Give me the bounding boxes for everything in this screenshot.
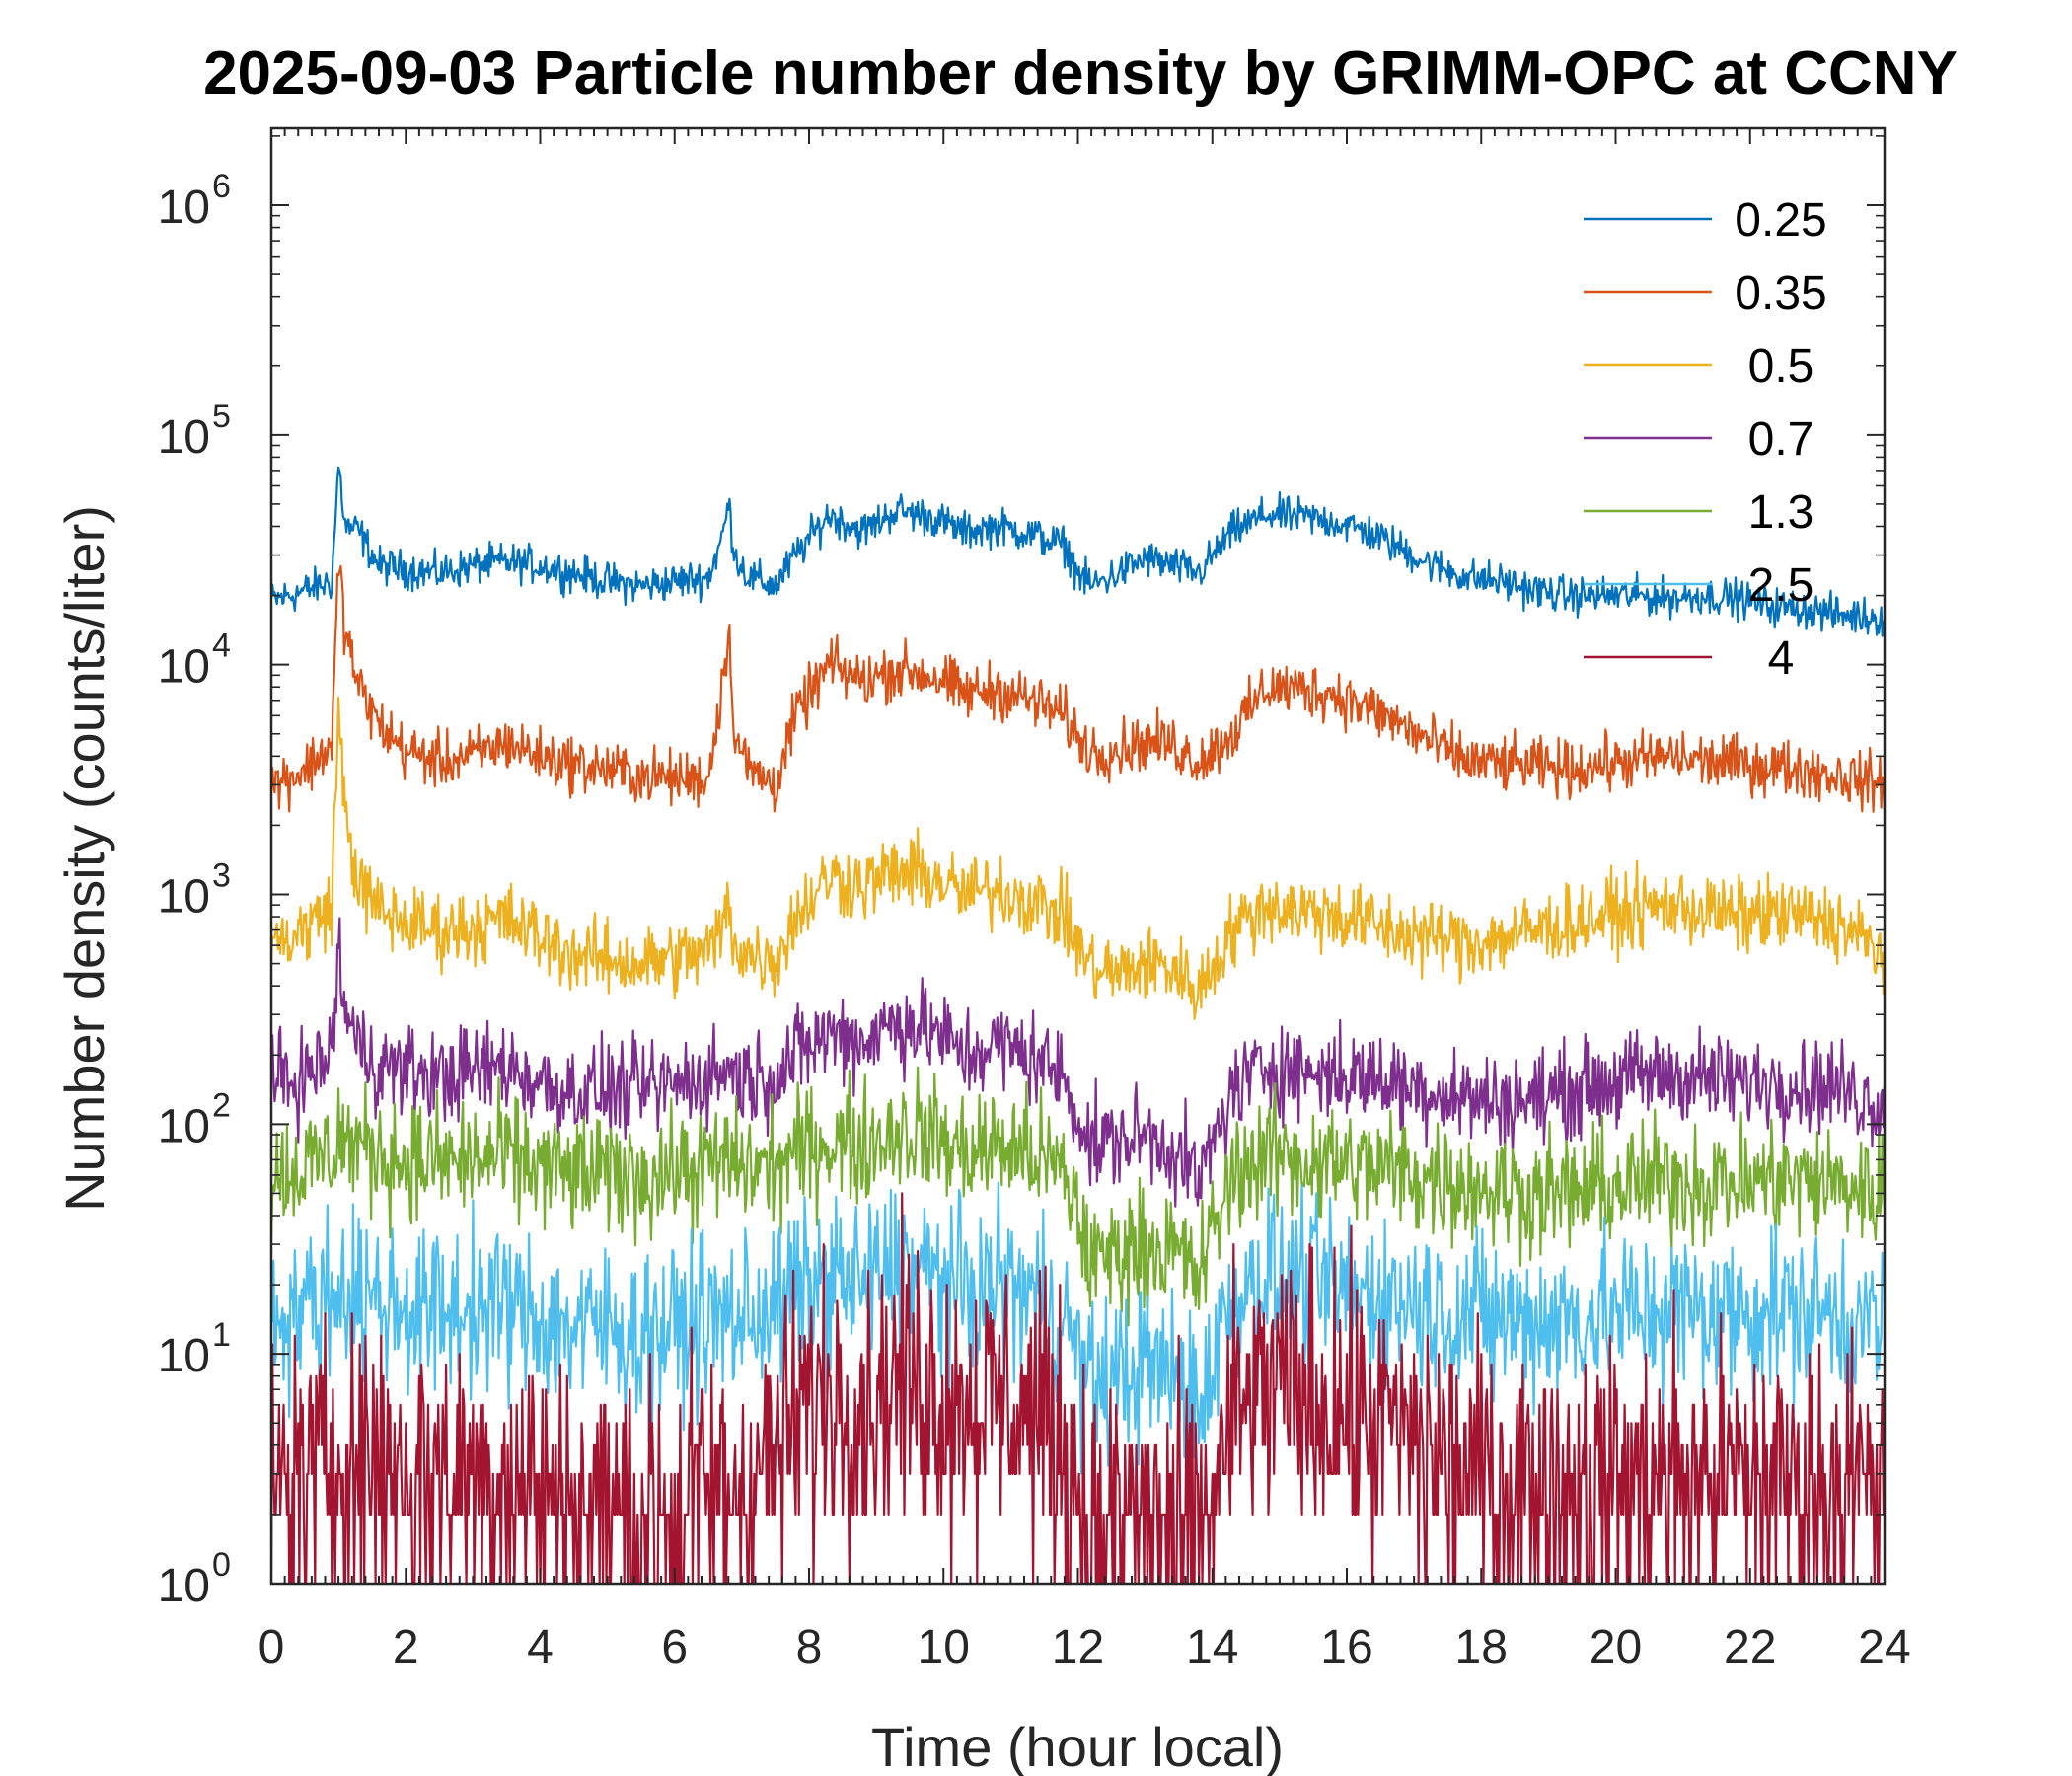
y-tick-label: 10 (158, 641, 210, 694)
y-tick-exponent: 3 (212, 857, 231, 895)
legend-label-4: 4 (1768, 632, 1795, 685)
series-line-1-3 (269, 1066, 1887, 1327)
y-tick-exponent: 4 (212, 628, 231, 665)
legend-label-0-7: 0.7 (1748, 413, 1814, 466)
x-tick-label: 16 (1320, 1621, 1372, 1673)
legend-label-0-25: 0.25 (1735, 194, 1826, 247)
legend-label-2-5: 2.5 (1748, 559, 1814, 612)
x-tick-label: 2 (393, 1621, 419, 1673)
chart-title: 2025-09-03 Particle number density by GR… (203, 39, 1958, 108)
x-tick-label: 24 (1858, 1621, 1910, 1673)
x-tick-label: 4 (527, 1621, 554, 1673)
y-tick-label: 10 (158, 182, 210, 234)
series-line-0-7 (269, 917, 1887, 1208)
y-tick-label: 10 (158, 871, 210, 924)
x-tick-label: 8 (796, 1621, 823, 1673)
y-axis-label: Number density (counts/liter) (53, 505, 115, 1212)
plot-area (271, 128, 1885, 1584)
series-group (269, 466, 1887, 1586)
x-tick-label: 14 (1186, 1621, 1238, 1673)
x-tick-label: 6 (661, 1621, 688, 1673)
x-tick-label: 10 (918, 1621, 970, 1673)
x-tick-label: 22 (1724, 1621, 1776, 1673)
series-line-0-25 (269, 466, 1886, 637)
y-tick-exponent: 0 (212, 1546, 231, 1584)
legend-label-1-3: 1.3 (1748, 486, 1814, 539)
x-axis-ticks: 0 2 4 6 8 10 12 14 16 18 20 22 24 (259, 128, 1911, 1673)
y-tick-label: 10 (158, 1560, 210, 1612)
y-tick-label: 10 (158, 1100, 210, 1152)
x-tick-label: 12 (1052, 1621, 1104, 1673)
series-line-0-5 (269, 696, 1887, 1021)
x-axis-label: Time (hour local) (871, 1716, 1284, 1776)
x-tick-label: 20 (1590, 1621, 1642, 1673)
y-tick-exponent: 6 (212, 168, 231, 205)
legend-label-0-5: 0.5 (1748, 340, 1814, 393)
y-tick-exponent: 2 (212, 1086, 231, 1124)
y-tick-label: 10 (158, 411, 210, 464)
series-line-0-35 (269, 564, 1887, 813)
series-line-2-5 (269, 1181, 1886, 1475)
legend: 0.25 0.35 0.5 0.7 1.3 2.5 4 (1584, 194, 1827, 685)
plot-background (271, 128, 1885, 1584)
x-tick-label: 0 (259, 1621, 285, 1673)
x-tick-label: 18 (1455, 1621, 1508, 1673)
y-tick-exponent: 5 (212, 398, 231, 435)
y-tick-exponent: 1 (212, 1316, 231, 1354)
legend-label-0-35: 0.35 (1735, 267, 1826, 320)
y-tick-label: 10 (158, 1330, 210, 1382)
